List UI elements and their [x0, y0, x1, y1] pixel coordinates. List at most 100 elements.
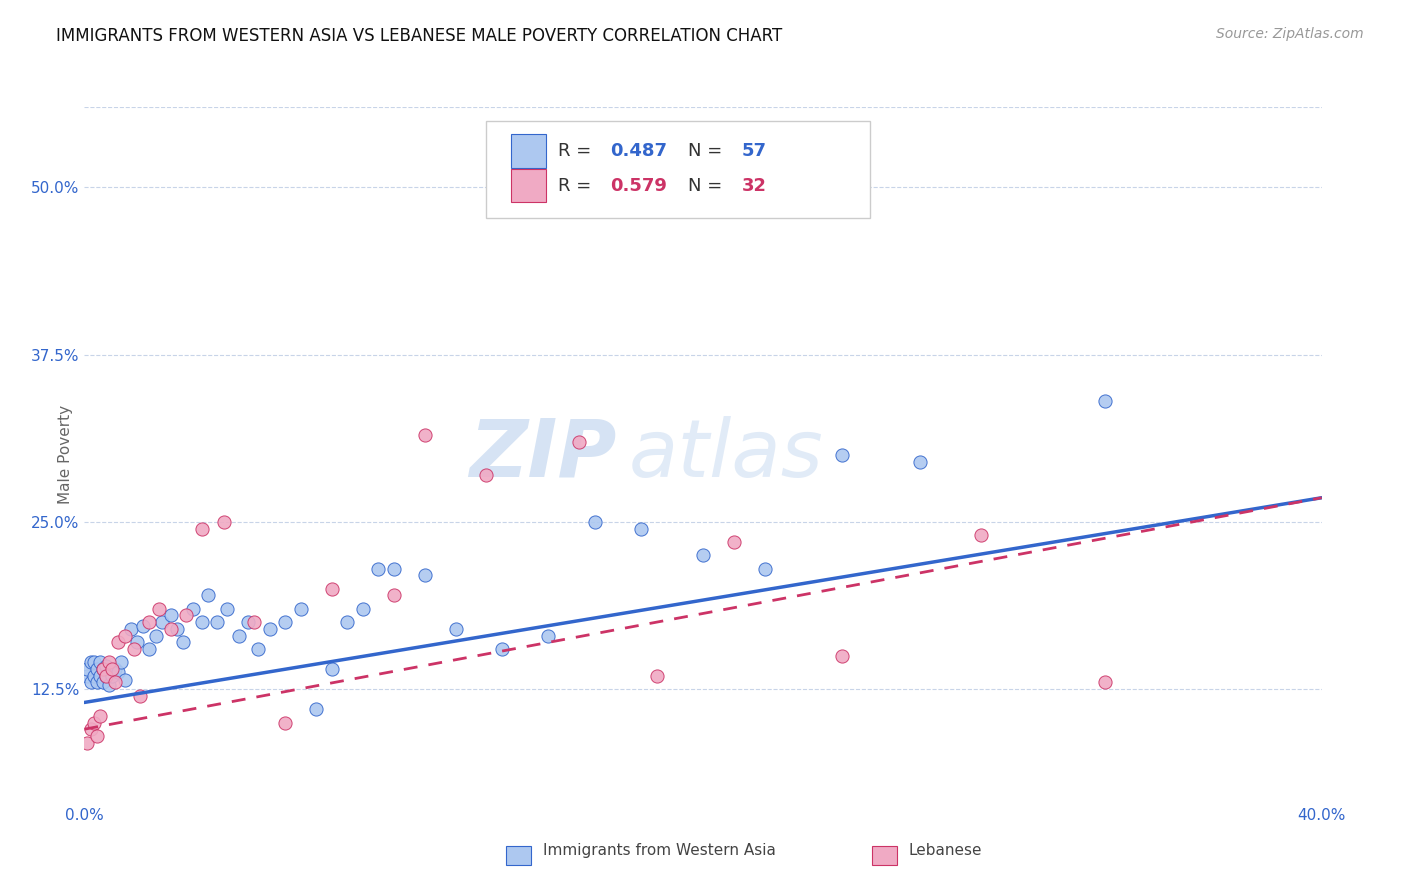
Text: Lebanese: Lebanese — [908, 844, 981, 858]
Text: N =: N = — [688, 177, 728, 194]
Point — [91, 675, 114, 690]
Text: 32: 32 — [741, 177, 766, 194]
Point — [166, 622, 188, 636]
Point — [908, 455, 931, 469]
Point — [537, 628, 560, 642]
Point — [76, 735, 98, 749]
Point — [1094, 394, 1116, 409]
Point — [305, 702, 328, 716]
Text: IMMIGRANTS FROM WESTERN ASIA VS LEBANESE MALE POVERTY CORRELATION CHART: IMMIGRANTS FROM WESTERN ASIA VS LEBANESE… — [56, 27, 783, 45]
Point — [145, 628, 167, 642]
Point — [160, 608, 183, 623]
Point — [274, 715, 297, 730]
Point — [114, 628, 136, 642]
Point — [91, 662, 114, 676]
Point — [321, 662, 343, 676]
Point — [101, 662, 124, 676]
Point — [83, 669, 105, 683]
Point — [107, 665, 129, 679]
Point — [132, 619, 155, 633]
Point — [352, 602, 374, 616]
Point — [98, 678, 121, 692]
Text: N =: N = — [688, 142, 728, 160]
Point — [336, 615, 359, 630]
Point — [568, 434, 591, 449]
Point — [228, 628, 250, 642]
Point — [382, 562, 405, 576]
Text: Immigrants from Western Asia: Immigrants from Western Asia — [543, 844, 776, 858]
Point — [91, 662, 114, 676]
Point — [413, 568, 436, 582]
Point — [238, 615, 260, 630]
Point — [104, 675, 127, 690]
Point — [259, 622, 281, 636]
Text: 57: 57 — [741, 142, 766, 160]
Point — [444, 622, 467, 636]
Point — [86, 675, 108, 690]
FancyBboxPatch shape — [512, 169, 546, 202]
Point — [83, 715, 105, 730]
Point — [86, 662, 108, 676]
Point — [138, 642, 160, 657]
Point — [98, 655, 121, 669]
Point — [191, 521, 214, 535]
Point — [246, 642, 269, 657]
Point — [76, 662, 98, 676]
Text: ZIP: ZIP — [470, 416, 616, 494]
Point — [86, 729, 108, 743]
Point — [83, 655, 105, 669]
Point — [475, 468, 498, 483]
Point — [290, 602, 312, 616]
Point — [148, 602, 170, 616]
Point — [89, 669, 111, 683]
Point — [101, 669, 124, 683]
Point — [125, 635, 148, 649]
Point — [692, 548, 714, 563]
Text: R =: R = — [558, 142, 598, 160]
Point — [274, 615, 297, 630]
Point — [181, 602, 204, 616]
Point — [94, 669, 117, 683]
Point — [754, 562, 776, 576]
Point — [321, 582, 343, 596]
Point — [79, 655, 101, 669]
Point — [367, 562, 389, 576]
Text: 0.487: 0.487 — [610, 142, 668, 160]
Point — [110, 655, 132, 669]
Point — [413, 428, 436, 442]
Point — [107, 635, 129, 649]
Point — [630, 521, 652, 535]
Point — [1094, 675, 1116, 690]
Point — [243, 615, 266, 630]
Point — [645, 669, 668, 683]
Point — [138, 615, 160, 630]
Point — [94, 669, 117, 683]
Point — [723, 535, 745, 549]
Point — [114, 673, 136, 687]
FancyBboxPatch shape — [486, 121, 870, 219]
Point — [176, 608, 198, 623]
Point — [491, 642, 513, 657]
Text: R =: R = — [558, 177, 598, 194]
Point — [94, 659, 117, 673]
Text: 0.579: 0.579 — [610, 177, 666, 194]
Point — [122, 642, 145, 657]
Point — [215, 602, 238, 616]
Point — [120, 622, 142, 636]
Point — [79, 723, 101, 737]
Point — [831, 448, 853, 462]
Point — [76, 669, 98, 683]
Point — [160, 622, 183, 636]
Text: atlas: atlas — [628, 416, 824, 494]
Point — [172, 635, 194, 649]
Point — [212, 515, 235, 529]
Point — [970, 528, 993, 542]
Point — [79, 675, 101, 690]
Point — [104, 662, 127, 676]
Point — [89, 708, 111, 723]
Y-axis label: Male Poverty: Male Poverty — [58, 405, 73, 505]
Text: Source: ZipAtlas.com: Source: ZipAtlas.com — [1216, 27, 1364, 41]
Point — [89, 655, 111, 669]
Point — [382, 589, 405, 603]
Point — [197, 589, 219, 603]
